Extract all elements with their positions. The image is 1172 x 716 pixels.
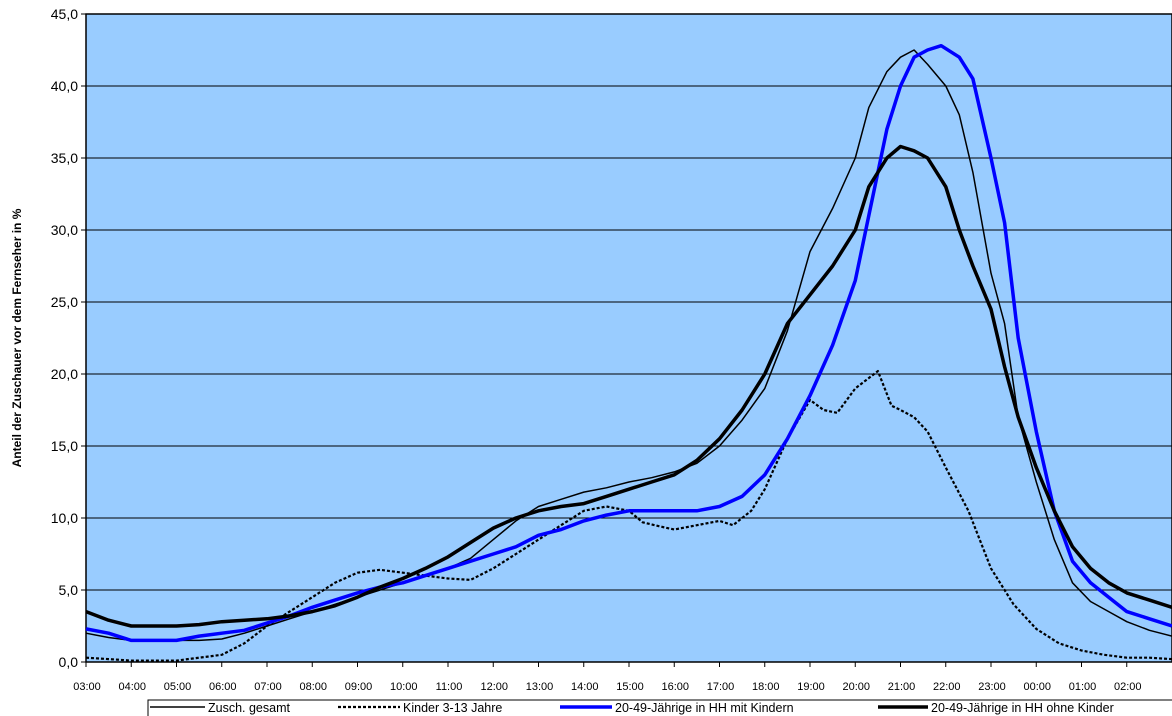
legend-label-4: 20-49-Jährige in HH ohne Kinder	[931, 701, 1114, 715]
x-tick-label: 07:00	[254, 681, 282, 693]
x-tick-label: 15:00	[616, 681, 644, 693]
y-tick-label: 5,0	[59, 582, 79, 598]
x-tick-label: 13:00	[526, 681, 554, 693]
y-tick-label: 25,0	[51, 294, 78, 310]
y-tick-label: 10,0	[51, 510, 78, 526]
x-tick-label: 12:00	[480, 681, 508, 693]
x-tick-label: 22:00	[933, 681, 961, 693]
x-tick-label: 11:00	[436, 681, 463, 693]
series-group	[85, 43, 1172, 662]
x-tick-label: 02:00	[1114, 681, 1142, 693]
x-tick-label: 09:00	[345, 681, 373, 693]
y-tick-label: 35,0	[51, 150, 78, 166]
x-tick-label: 23:00	[978, 681, 1006, 693]
y-tick-label: 15,0	[51, 438, 78, 454]
x-axis-ticks: 03:00 04:00 05:00 06:00 07:00 08:00 09:00 10:00…	[73, 662, 1142, 693]
x-tick-label: 04:00	[118, 681, 146, 693]
x-tick-label: 16:00	[661, 681, 689, 693]
x-tick-label: 05:00	[164, 681, 192, 693]
legend-label-3: 20-49-Jährige in HH mit Kindern	[615, 701, 794, 715]
y-tick-label: 0,0	[59, 654, 79, 670]
y-axis-ticks: 0,0 5,0 10,0 15,0 20,0 25,0 30,0 35,0 40,0 45,0	[51, 6, 86, 670]
x-tick-label: 19:00	[797, 681, 825, 693]
y-axis-label: Anteil der Zuschauer vor dem Fernseher i…	[10, 208, 24, 467]
legend-box	[147, 699, 1172, 716]
x-tick-label: 21:00	[888, 681, 916, 693]
x-tick-label: 01:00	[1069, 681, 1097, 693]
y-tick-label: 30,0	[51, 222, 78, 238]
x-tick-label: 10:00	[390, 681, 418, 693]
gridlines	[86, 13, 1172, 663]
x-tick-label: 14:00	[571, 681, 599, 693]
x-tick-label: 17:00	[707, 681, 735, 693]
y-tick-label: 20,0	[51, 366, 78, 382]
legend-label-2: Kinder 3-13 Jahre	[403, 701, 502, 715]
plot-area	[85, 13, 1172, 663]
legend-label-1: Zusch. gesamt	[208, 701, 291, 715]
x-tick-label: 06:00	[209, 681, 237, 693]
x-tick-label: 18:00	[752, 681, 780, 693]
x-tick-label: 08:00	[299, 681, 327, 693]
y-tick-label: 45,0	[51, 6, 78, 22]
x-tick-label: 03:00	[73, 681, 101, 693]
x-tick-label: 00:00	[1023, 681, 1051, 693]
series-line-2	[85, 370, 1172, 662]
x-tick-label: 20:00	[842, 681, 870, 693]
legend: Zusch. gesamt Kinder 3-13 Jahre 20-49-Jähr…	[147, 699, 1172, 716]
y-tick-label: 40,0	[51, 78, 78, 94]
series-line-4	[85, 144, 1172, 628]
